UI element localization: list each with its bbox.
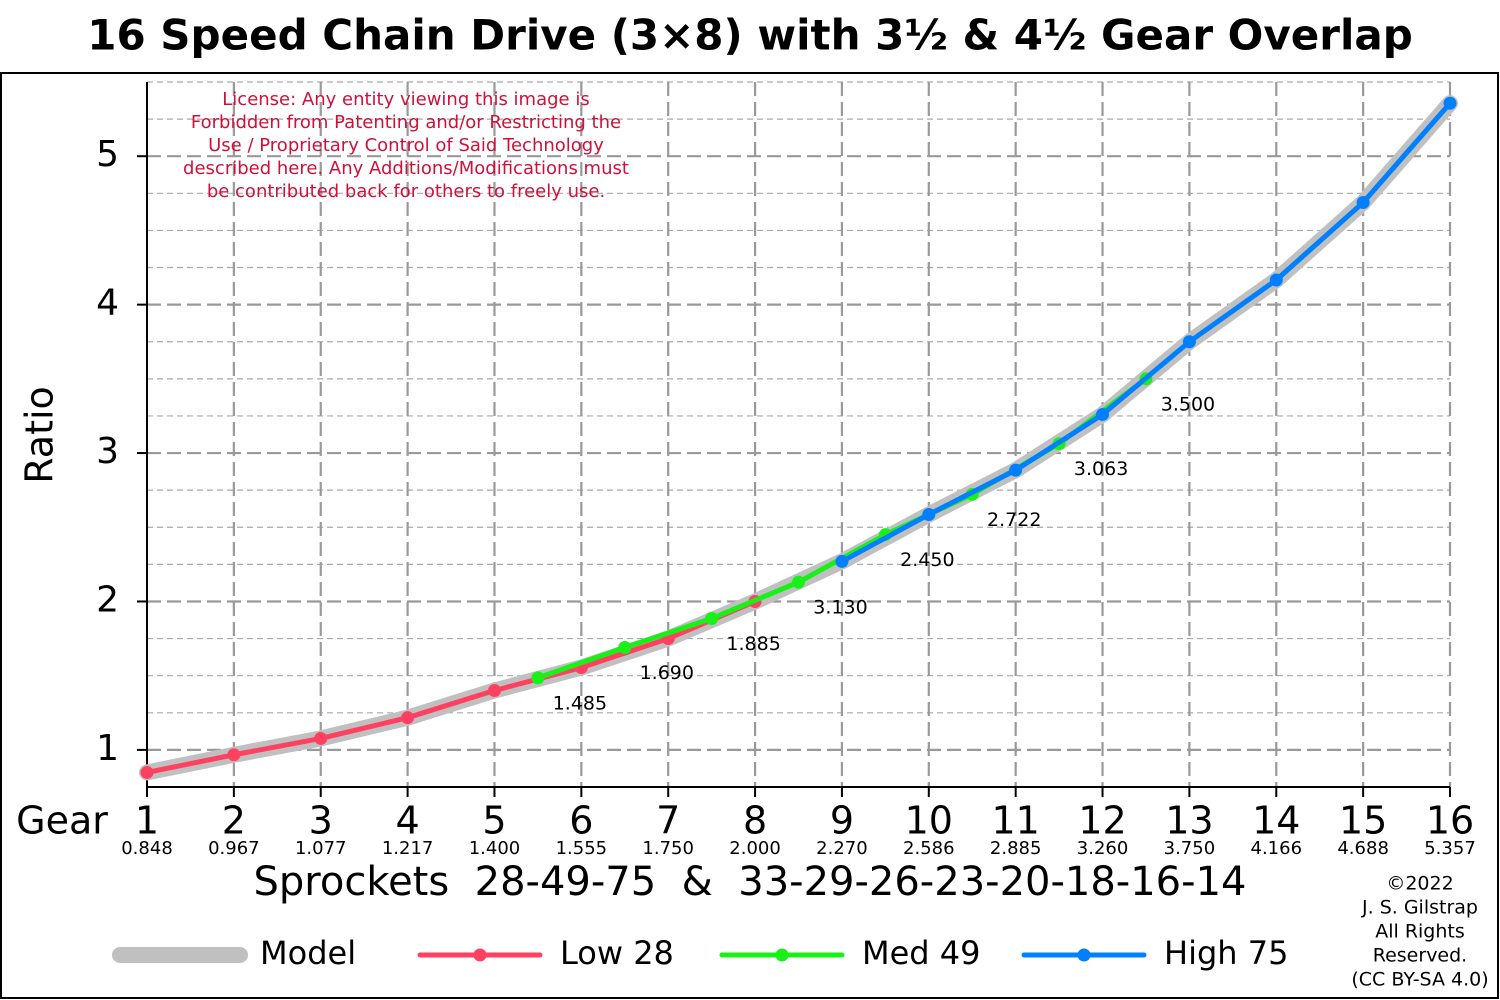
y-tick-label: 3: [96, 431, 119, 472]
y-tick-label: 4: [96, 283, 119, 324]
data-point: [1096, 407, 1110, 421]
copyright-text: All Rights: [1375, 921, 1465, 943]
data-point: [835, 554, 849, 568]
model-line: [139, 95, 1458, 781]
legend-marker: [1077, 948, 1091, 962]
x-tick-label: 8: [743, 799, 767, 843]
annotation: 3.130: [813, 597, 867, 619]
legend-item: Model: [112, 934, 356, 972]
legend-marker: [775, 948, 789, 962]
legend-item: High 75: [1021, 934, 1288, 972]
legend-item: Low 28: [417, 934, 674, 972]
data-point: [792, 575, 805, 589]
frame: [0, 72, 1499, 999]
gear-ratio-label: 1.750: [642, 838, 694, 859]
x-axis-prefix: Gear: [16, 799, 108, 843]
legend-marker: [473, 948, 487, 962]
annotation: 2.722: [987, 509, 1041, 531]
data-point: [1009, 463, 1023, 477]
x-tick-label: 10: [905, 799, 953, 843]
data-point: [140, 765, 154, 779]
gear-ratio-label: 0.848: [121, 838, 173, 859]
x-tick-label: 13: [1165, 799, 1213, 843]
legend-label: Low 28: [560, 934, 674, 972]
data-point: [618, 640, 632, 654]
gear-ratio-label: 0.967: [208, 838, 260, 859]
annotation: 1.485: [553, 692, 607, 714]
license-text: Forbidden from Patenting and/or Restrict…: [191, 112, 621, 133]
data-point: [1269, 273, 1283, 287]
gear-ratio-label: 3.750: [1164, 838, 1216, 859]
data-point: [1356, 196, 1370, 210]
annotation: 3.063: [1074, 458, 1128, 480]
y-axis-label: Ratio: [18, 386, 62, 484]
annotation: 1.690: [640, 662, 694, 684]
license-text: Use / Proprietary Control of Said Techno…: [208, 135, 604, 156]
copyright-text: (CC BY-SA 4.0): [1351, 969, 1488, 991]
data-point: [314, 731, 328, 745]
gear-ratio-label: 1.400: [469, 838, 521, 859]
chart-title: 16 Speed Chain Drive (3×8) with 3½ & 4½ …: [87, 11, 1413, 60]
x-tick-label: 15: [1339, 799, 1387, 843]
data-point: [1443, 96, 1457, 110]
series-line: [144, 598, 758, 775]
annotation: 2.450: [900, 549, 954, 571]
x-tick-label: 7: [656, 799, 680, 843]
license-text: be contributed back for others to freely…: [207, 181, 605, 202]
legend-label: Model: [260, 934, 356, 972]
x-tick-label: 2: [222, 799, 246, 843]
data-point: [922, 507, 936, 521]
x-tick-label: 11: [991, 799, 1039, 843]
legend-label: Med 49: [862, 934, 981, 972]
data-point: [705, 612, 719, 626]
x-tick-label: 12: [1078, 799, 1126, 843]
data-point: [1182, 335, 1196, 349]
x-tick-label: 3: [309, 799, 333, 843]
gear-ratio-label: 4.688: [1337, 838, 1389, 859]
copyright-text: J. S. Gilstrap: [1361, 897, 1478, 919]
legend-item: Med 49: [719, 934, 981, 972]
x-tick-label: 9: [830, 799, 854, 843]
copyright-text: Reserved.: [1373, 945, 1467, 967]
data-point: [531, 671, 545, 685]
gear-ratio-label: 1.217: [382, 838, 434, 859]
gear-ratio-label: 2.270: [816, 838, 868, 859]
gear-ratio-label: 2.885: [990, 838, 1042, 859]
gear-ratio-label: 1.555: [556, 838, 608, 859]
license-text: described here. Any Additions/Modificati…: [183, 158, 629, 179]
data-point: [487, 684, 501, 698]
gear-ratio-label: 3.260: [1077, 838, 1129, 859]
x-tick-label: 1: [135, 799, 159, 843]
data-point: [227, 748, 241, 762]
copyright-text: ©2022: [1386, 873, 1453, 895]
gear-ratio-label: 2.000: [729, 838, 781, 859]
annotation: 3.500: [1161, 393, 1215, 415]
legend-label: High 75: [1164, 934, 1288, 972]
license-text: License: Any entity viewing this image i…: [222, 89, 589, 110]
data-point: [401, 711, 415, 725]
annotation: 1.885: [726, 633, 780, 655]
x-tick-label: 4: [396, 799, 420, 843]
gear-ratio-label: 4.166: [1251, 838, 1303, 859]
x-tick-label: 14: [1252, 799, 1300, 843]
y-tick-label: 5: [96, 134, 119, 175]
x-tick-label: 16: [1426, 799, 1474, 843]
x-tick-label: 6: [569, 799, 593, 843]
gear-ratio-label: 1.077: [295, 838, 347, 859]
gear-ratio-label: 5.357: [1424, 838, 1476, 859]
y-tick-label: 2: [96, 579, 119, 620]
series-line: [839, 100, 1453, 564]
x-tick-label: 5: [482, 799, 506, 843]
x-axis-label: Sprockets 28-49-75 & 33-29-26-23-20-18-1…: [254, 859, 1247, 905]
gear-ratio-label: 2.586: [903, 838, 955, 859]
y-tick-label: 1: [96, 728, 119, 769]
